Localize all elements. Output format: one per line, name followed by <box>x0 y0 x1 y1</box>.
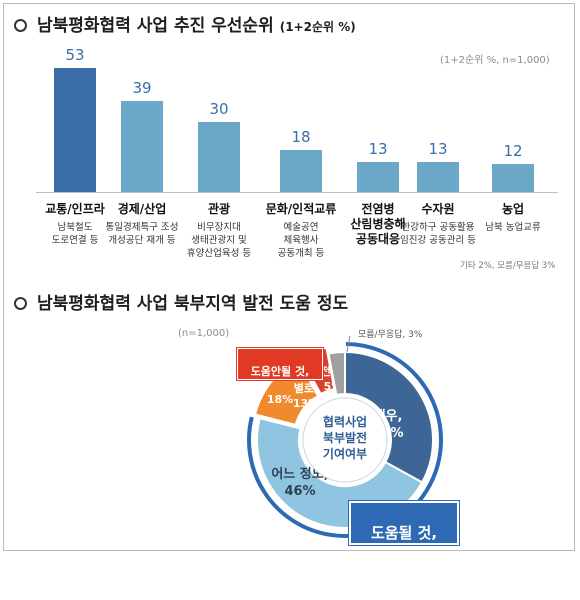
category-detail: 예술공연 체육행사 공동개최 등 <box>277 222 325 259</box>
bar-value-label: 12 <box>503 141 523 160</box>
category-label: 문화/인적교류 <box>265 202 337 216</box>
category-detail: 한강하구 공동활용 임진강 공동관리 등 <box>400 222 476 246</box>
bar-3 <box>198 121 240 192</box>
donut-chart-note: (n=1,000) <box>178 328 230 339</box>
section2-title: 남북평화협력 사업 북부지역 발전 도움 정도 <box>14 289 348 314</box>
center-label: 기여여부 <box>323 446 367 461</box>
category-label: 관광 <box>207 202 231 216</box>
callout-not-helpful-label: 도움안될 것, <box>250 365 310 378</box>
slice-label: 어느 정도, <box>271 466 328 482</box>
slice-value: 46% <box>284 484 315 499</box>
slice-label: 별로, <box>294 382 318 395</box>
donut-slice <box>344 350 434 484</box>
donut-center <box>302 397 388 483</box>
category-label: 교통/인프라 <box>45 202 105 216</box>
bar-value-label: 13 <box>428 139 448 158</box>
donut-slice <box>327 350 346 396</box>
section1-subtitle: (1+2순위 %) <box>279 20 356 34</box>
section1-title: 남북평화협력 사업 추진 우선순위 (1+2순위 %) <box>14 11 356 36</box>
slice-label-no-answer: 모름/무응답, 3% <box>358 328 423 340</box>
bar-4 <box>280 149 322 192</box>
category-label: 농업 <box>501 202 525 216</box>
bar-5 <box>357 161 399 192</box>
callout-helpful: 도움될 것, 79% <box>349 501 459 580</box>
category-label: 경제/산업 <box>117 202 167 216</box>
category-label: 전염병 산림병충해 공동대응 <box>350 202 406 246</box>
category-detail: 남북철도 도로연결 등 <box>51 222 99 246</box>
category-detail: 남북 농업교류 <box>485 222 541 233</box>
bar-1 <box>54 68 96 192</box>
callout-not-helpful: 도움안될 것, 18% <box>237 348 323 406</box>
donut-chart: 매우,33%어느 정도,46%별로,13%전혀,5%모름/무응답, 3%협력사업… <box>247 328 443 538</box>
bar-value-label: 13 <box>368 139 388 158</box>
bar-chart-footnote: 기타 2%, 모름/무응답 3% <box>460 261 556 271</box>
leader-line <box>346 335 351 353</box>
center-label: 북부발전 <box>323 430 367 445</box>
bar-7 <box>492 163 534 192</box>
center-label: 협력사업 <box>323 414 367 429</box>
callout-not-helpful-value: 18% <box>266 393 294 406</box>
callout-helpful-label: 도움될 것, <box>370 524 438 542</box>
bar-chart-note: (1+2순위 %, n=1,000) <box>440 55 550 66</box>
bar-value-label: 39 <box>132 78 152 97</box>
category-label: 수자원 <box>421 202 455 216</box>
bar-chart-baseline <box>36 192 558 193</box>
circle-bullet-icon <box>14 297 27 310</box>
callout-helpful-value: 79% <box>386 562 422 580</box>
category-detail: 비무장지대 생태관광지 및 휴양산업육성 등 <box>186 222 252 259</box>
slice-value: 13% <box>293 397 319 410</box>
bar-6 <box>417 161 459 192</box>
bar-value-label: 18 <box>291 127 311 146</box>
bar-value-label: 30 <box>209 99 229 118</box>
circle-bullet-icon <box>14 19 27 32</box>
bar-2 <box>121 100 163 192</box>
bar-value-label: 53 <box>65 46 85 64</box>
category-detail: 통일경제특구 조성 개성공단 재개 등 <box>105 222 179 246</box>
